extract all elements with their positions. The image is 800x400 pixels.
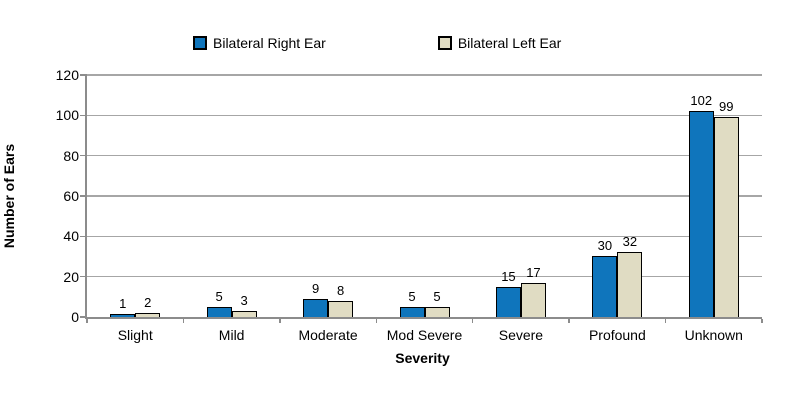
bar-bilateral-right-ear-severe (495, 287, 521, 317)
bar-value-label: 2 (144, 295, 152, 310)
plot-area: 0 20 40 60 80 100 120 1 2 Slight 5 3 Mild 9 8 Moderate 5… (56, 68, 763, 343)
y-tick-20 (80, 275, 87, 278)
y-tick-80 (80, 154, 87, 157)
x-tick-2 (279, 319, 281, 323)
bar-bilateral-right-ear-profound (592, 256, 618, 317)
x-tick-4 (471, 319, 474, 323)
legend-label-right-ear: Bilateral Right Ear (213, 35, 326, 51)
legend-swatch-left-ear (437, 36, 452, 50)
category-label-mod-severe: Mod Severe (386, 327, 463, 343)
y-tick-0 (80, 316, 87, 318)
bar-bilateral-left-ear-slight (135, 313, 161, 317)
bar-value-label: 9 (311, 281, 320, 296)
gridline-y80 (87, 154, 762, 157)
x-tick-3 (375, 319, 378, 323)
y-tick-label-80: 80 (63, 147, 79, 164)
category-label-unknown: Unknown (684, 327, 743, 343)
y-tick-label-100: 100 (55, 107, 79, 124)
bar-bilateral-left-ear-unknown (713, 117, 739, 317)
y-tick-40 (80, 235, 87, 238)
y-tick-label-20: 20 (63, 268, 79, 285)
category-label-slight: Slight (117, 327, 153, 343)
y-tick-100 (80, 114, 87, 117)
bar-value-label: 1 (119, 296, 127, 311)
bar-bilateral-right-ear-mod-severe (399, 307, 425, 317)
gridline-y120 (87, 74, 762, 76)
bar-value-label: 32 (622, 234, 638, 249)
x-tick-6 (664, 319, 667, 323)
category-label-profound: Profound (588, 327, 646, 343)
x-tick-5 (568, 319, 570, 323)
bar-value-label: 5 (408, 289, 416, 304)
bar-bilateral-left-ear-profound (617, 252, 643, 317)
bar-value-label: 3 (240, 293, 248, 308)
bar-bilateral-left-ear-severe (520, 283, 546, 317)
x-axis-title: Severity (395, 350, 450, 366)
bar-bilateral-left-ear-moderate (328, 301, 354, 317)
legend-item-right-ear: Bilateral Right Ear (193, 36, 326, 50)
category-label-mild: Mild (218, 327, 245, 343)
bar-bilateral-right-ear-unknown (688, 111, 714, 317)
y-tick-label-120: 120 (55, 67, 79, 83)
bar-value-label: 102 (690, 93, 713, 108)
bar-value-label: 30 (597, 238, 613, 253)
bar-value-label: 5 (215, 289, 223, 304)
category-label-moderate: Moderate (298, 327, 358, 343)
gridline-y40 (87, 235, 762, 238)
bar-bilateral-left-ear-mild (231, 311, 257, 317)
bar-bilateral-right-ear-mild (206, 307, 232, 317)
legend-swatch-right-ear (193, 36, 207, 50)
legend-label-left-ear: Bilateral Left Ear (457, 35, 562, 51)
bar-value-label: 15 (501, 269, 516, 284)
bar-bilateral-left-ear-mod-severe (424, 307, 450, 317)
gridline-y100 (87, 114, 762, 117)
category-label-severe: Severe (498, 327, 544, 343)
y-tick-label-0: 0 (71, 309, 79, 325)
bar-bilateral-right-ear-moderate (303, 299, 329, 317)
x-tick-1 (182, 319, 185, 323)
legend: Bilateral Right Ear Bilateral Left Ear (0, 33, 800, 53)
bar-value-label: 17 (526, 265, 541, 280)
y-axis-title: Number of Ears (1, 143, 17, 249)
bar-value-label: 5 (433, 289, 441, 304)
bar-value-label: 8 (336, 283, 345, 298)
y-tick-60 (80, 195, 87, 197)
x-tick-7 (761, 319, 763, 323)
gridline-y20 (87, 275, 762, 278)
bar-value-label: 99 (719, 99, 734, 114)
gridline-y60 (87, 195, 762, 197)
legend-item-left-ear: Bilateral Left Ear (437, 35, 562, 51)
y-tick-120 (80, 74, 87, 76)
bar-bilateral-right-ear-slight (110, 314, 136, 317)
y-tick-label-60: 60 (63, 188, 79, 204)
y-tick-label-40: 40 (63, 228, 79, 245)
x-tick-0 (86, 319, 88, 323)
